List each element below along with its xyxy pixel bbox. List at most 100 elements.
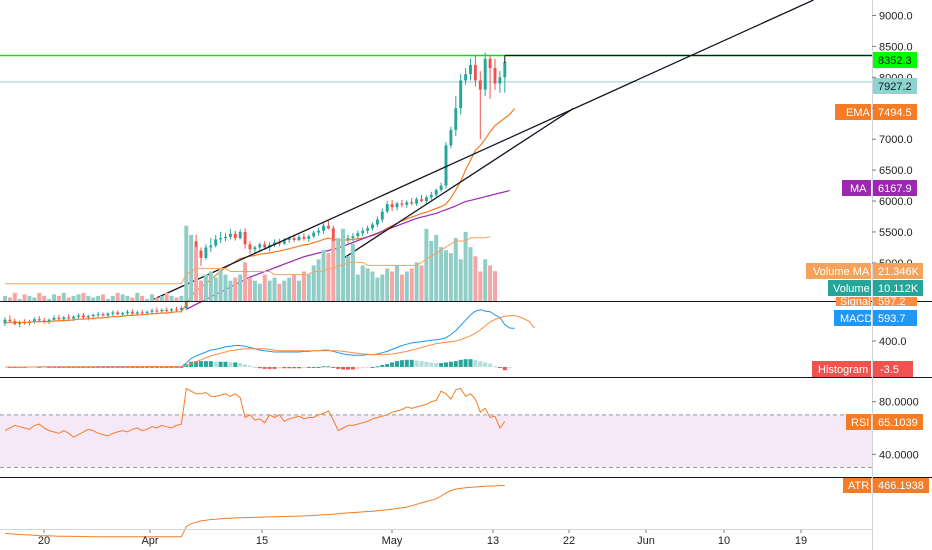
candle-body[interactable] bbox=[390, 204, 394, 208]
candle-body[interactable] bbox=[243, 231, 247, 245]
candle-body[interactable] bbox=[37, 319, 41, 321]
candle-body[interactable] bbox=[322, 225, 325, 231]
candle-body[interactable] bbox=[175, 309, 178, 311]
candle-body[interactable] bbox=[380, 211, 384, 220]
candle-body[interactable] bbox=[464, 74, 468, 81]
rsi-axis[interactable]: 40.0000 80.0000 bbox=[872, 397, 919, 462]
candle-body[interactable] bbox=[263, 244, 267, 248]
candle-body[interactable] bbox=[297, 236, 301, 240]
candle-body[interactable] bbox=[179, 308, 183, 310]
rsi-pane[interactable] bbox=[0, 387, 872, 468]
candle-body[interactable] bbox=[478, 80, 482, 90]
candle-body[interactable] bbox=[498, 77, 502, 84]
candle-body[interactable] bbox=[277, 242, 281, 244]
atr-pane[interactable] bbox=[4, 485, 505, 538]
candle-body[interactable] bbox=[140, 312, 144, 314]
candle-body[interactable] bbox=[434, 189, 438, 195]
candle-body[interactable] bbox=[317, 230, 321, 233]
candle-body[interactable] bbox=[503, 61, 507, 78]
candle-body[interactable] bbox=[135, 312, 139, 314]
candle-body[interactable] bbox=[405, 202, 409, 205]
candle-body[interactable] bbox=[81, 315, 85, 318]
candle-body[interactable] bbox=[238, 231, 242, 239]
candle-body[interactable] bbox=[96, 314, 100, 316]
candle-body[interactable] bbox=[47, 319, 51, 322]
macd-pane[interactable] bbox=[5, 309, 535, 371]
macd-axis[interactable]: 400.0 bbox=[872, 336, 907, 348]
candle-body[interactable] bbox=[170, 309, 174, 311]
candle-body[interactable] bbox=[121, 312, 125, 315]
candle-body[interactable] bbox=[346, 238, 350, 240]
candle-body[interactable] bbox=[415, 199, 419, 204]
candle-body[interactable] bbox=[493, 68, 497, 84]
candle-body[interactable] bbox=[459, 80, 463, 109]
trendline-long[interactable] bbox=[151, 0, 814, 301]
price-axis[interactable]: 5000.05500.06000.06500.07000.07500.08000… bbox=[872, 10, 913, 270]
candle-body[interactable] bbox=[199, 250, 203, 258]
candle-body[interactable] bbox=[351, 236, 355, 239]
candle-body[interactable] bbox=[253, 247, 257, 250]
candle-body[interactable] bbox=[395, 203, 399, 208]
candle-body[interactable] bbox=[273, 242, 276, 245]
candle-body[interactable] bbox=[3, 319, 7, 324]
candle-body[interactable] bbox=[8, 319, 12, 322]
candle-body[interactable] bbox=[106, 313, 110, 316]
candle-body[interactable] bbox=[150, 310, 154, 312]
candle-body[interactable] bbox=[67, 317, 71, 319]
candle-body[interactable] bbox=[258, 244, 262, 248]
candle-body[interactable] bbox=[32, 319, 36, 322]
candle-body[interactable] bbox=[366, 228, 370, 231]
candle-body[interactable] bbox=[194, 241, 198, 251]
candle-body[interactable] bbox=[248, 244, 252, 250]
candle-body[interactable] bbox=[356, 233, 360, 237]
candle-body[interactable] bbox=[160, 309, 164, 312]
candle-body[interactable] bbox=[111, 312, 115, 314]
candle-body[interactable] bbox=[449, 129, 453, 146]
candle-body[interactable] bbox=[420, 199, 423, 202]
candle-body[interactable] bbox=[375, 219, 379, 225]
candle-body[interactable] bbox=[410, 202, 414, 204]
candle-body[interactable] bbox=[101, 314, 105, 316]
candle-body[interactable] bbox=[126, 311, 129, 313]
candle-body[interactable] bbox=[228, 233, 232, 237]
candle-body[interactable] bbox=[62, 317, 66, 320]
candle-body[interactable] bbox=[287, 238, 291, 240]
candle-body[interactable] bbox=[312, 232, 316, 237]
candle-body[interactable] bbox=[282, 240, 286, 244]
candle-body[interactable] bbox=[371, 224, 374, 229]
candle-body[interactable] bbox=[57, 317, 61, 320]
candle-body[interactable] bbox=[130, 311, 134, 314]
candle-body[interactable] bbox=[454, 108, 458, 130]
candle-body[interactable] bbox=[165, 309, 169, 311]
candle-body[interactable] bbox=[488, 58, 492, 69]
candle-body[interactable] bbox=[302, 236, 306, 239]
trendline-support[interactable] bbox=[342, 107, 574, 260]
candle-body[interactable] bbox=[307, 236, 311, 239]
candle-body[interactable] bbox=[204, 247, 208, 258]
candle-body[interactable] bbox=[52, 317, 56, 320]
candle-body[interactable] bbox=[326, 225, 330, 229]
candle-body[interactable] bbox=[469, 64, 472, 75]
candle-body[interactable] bbox=[18, 322, 22, 325]
candle-body[interactable] bbox=[473, 64, 477, 81]
candle-body[interactable] bbox=[91, 314, 95, 317]
candle-body[interactable] bbox=[385, 204, 389, 212]
candle-body[interactable] bbox=[86, 316, 90, 318]
candle-body[interactable] bbox=[439, 185, 443, 190]
time-axis[interactable]: 20 Apr 15 May 13 22 Jun 10 19 bbox=[0, 529, 872, 547]
candle-body[interactable] bbox=[444, 145, 448, 186]
candle-body[interactable] bbox=[214, 239, 218, 246]
candle-body[interactable] bbox=[483, 58, 487, 90]
candle-body[interactable] bbox=[224, 236, 227, 239]
candle-body[interactable] bbox=[429, 194, 433, 198]
candle-body[interactable] bbox=[72, 316, 76, 319]
candle-body[interactable] bbox=[424, 197, 428, 202]
candle-body[interactable] bbox=[292, 238, 296, 240]
candle-body[interactable] bbox=[361, 230, 365, 234]
candle-body[interactable] bbox=[400, 203, 404, 205]
candle-body[interactable] bbox=[219, 238, 223, 240]
candle-body[interactable] bbox=[233, 233, 237, 239]
candle-body[interactable] bbox=[77, 315, 80, 317]
